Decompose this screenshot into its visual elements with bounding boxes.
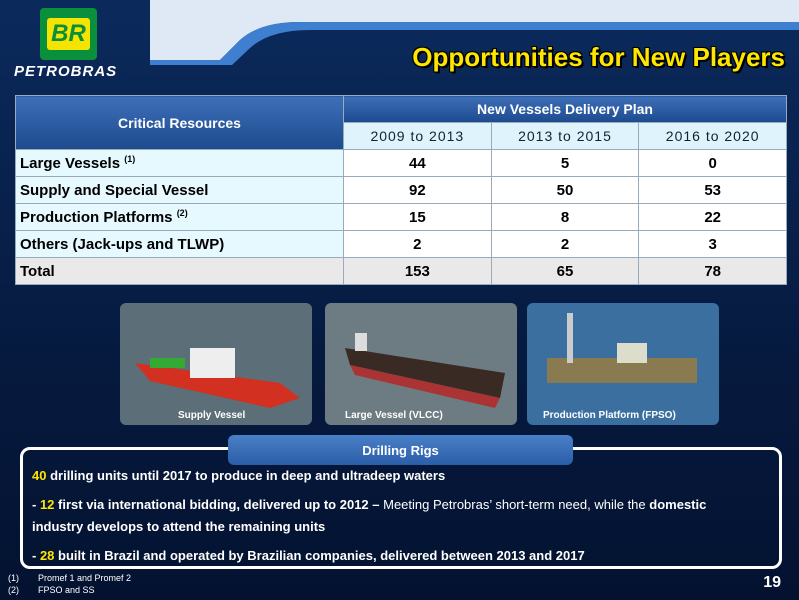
bullet-text: - — [32, 548, 40, 563]
photo: Large Vessel (VLCC) — [325, 303, 517, 425]
row-label: Large Vessels (1) — [15, 149, 344, 177]
footnote-text: FPSO and SS — [38, 585, 95, 595]
cell-value: 0 — [638, 149, 787, 177]
drilling-title: Drilling Rigs — [228, 435, 573, 465]
photo-caption: Large Vessel (VLCC) — [345, 410, 443, 421]
photo-caption: Supply Vessel — [178, 410, 246, 421]
table-row: Large Vessels (1) 44 5 0 — [15, 149, 787, 177]
table-row: Total 153 65 78 — [15, 257, 787, 285]
cell-value: 78 — [638, 257, 787, 285]
cell-value: 44 — [343, 149, 492, 177]
table-row: Production Platforms (2) 15 8 22 — [15, 203, 787, 231]
cell-value: 15 — [343, 203, 492, 231]
table-row: Others (Jack-ups and TLWP) 2 2 3 — [15, 230, 787, 258]
cell-value: 92 — [343, 176, 492, 204]
photo: Supply Vessel — [120, 303, 312, 425]
column-header: 2013 to 2015 — [490, 122, 640, 150]
row-label-text: Large Vessels — [20, 155, 121, 172]
header-decoration — [150, 0, 799, 65]
cell-value: 2 — [490, 230, 640, 258]
row-label: Production Platforms (2) — [15, 203, 344, 231]
slide-title: Opportunities for New Players — [412, 42, 785, 72]
column-header: 2016 to 2020 — [638, 122, 787, 150]
bullet-text: drilling units until 2017 to produce in … — [46, 468, 446, 483]
footnote-ref: (2) — [176, 208, 188, 218]
drilling-bullets: 40 drilling units until 2017 to produce … — [32, 465, 732, 574]
cell-value: 153 — [343, 257, 492, 285]
row-label-text: Total — [20, 262, 55, 280]
bullet: 40 drilling units until 2017 to produce … — [32, 465, 732, 487]
bullet-text: Meeting Petrobras’ short-term need, whil… — [379, 497, 646, 512]
cell-value: 53 — [638, 176, 787, 204]
group-header: New Vessels Delivery Plan — [343, 95, 787, 123]
cell-value: 22 — [638, 203, 787, 231]
cell-value: 2 — [343, 230, 492, 258]
bullet-text: 40 — [32, 468, 47, 483]
cell-value: 3 — [638, 230, 787, 258]
bullet-text: built in Brazil and operated by Brazilia… — [54, 548, 585, 563]
bullet-text: 28 — [39, 548, 55, 563]
row-label-text: Production Platforms — [20, 209, 173, 226]
row-label-text: Supply and Special Vessel — [20, 181, 209, 199]
photo-caption: Production Platform (FPSO) — [543, 410, 676, 421]
row-label: Total — [15, 257, 344, 285]
bullet: - 12 first via international bidding, de… — [32, 494, 732, 538]
logo-text: BR — [47, 18, 90, 50]
cell-value: 8 — [490, 203, 640, 231]
bullet: - 28 built in Brazil and operated by Bra… — [32, 545, 732, 567]
logo: BR — [40, 8, 97, 60]
corner-cell: Critical Resources — [15, 95, 344, 150]
footnote-mark: (2) — [8, 585, 19, 595]
brand: PETROBRAS — [14, 63, 118, 80]
photo: Production Platform (FPSO) — [527, 303, 719, 425]
bullet-text: domestic industry develops to attend the… — [32, 497, 707, 534]
footnote: (1) Promef 1 and Promef 2 — [8, 572, 131, 584]
row-label: Others (Jack-ups and TLWP) — [15, 230, 344, 258]
bullet-text: - — [32, 497, 40, 512]
cell-value: 50 — [490, 176, 640, 204]
footnotes: (1) Promef 1 and Promef 2 (2) FPSO and SS — [8, 572, 131, 596]
cell-value: 65 — [490, 257, 640, 285]
table-row: Supply and Special Vessel 92 50 53 — [15, 176, 787, 204]
footnote: (2) FPSO and SS — [8, 584, 131, 596]
row-label: Supply and Special Vessel — [15, 176, 344, 204]
header-row: Critical Resources New Vessels Delivery P… — [15, 95, 787, 150]
page-number: 19 — [763, 574, 781, 591]
footnote-text: Promef 1 and Promef 2 — [38, 573, 132, 583]
footnote-ref: (1) — [124, 154, 136, 164]
resources-table: Critical Resources New Vessels Delivery P… — [15, 95, 787, 285]
bullet-text: 12 — [39, 497, 55, 512]
footnote-mark: (1) — [8, 573, 19, 583]
row-label-text: Others (Jack-ups and TLWP) — [20, 235, 225, 253]
cell-value: 5 — [490, 149, 640, 177]
bullet-text: first via international bidding, deliver… — [54, 497, 380, 512]
column-header: 2009 to 2013 — [343, 122, 492, 150]
